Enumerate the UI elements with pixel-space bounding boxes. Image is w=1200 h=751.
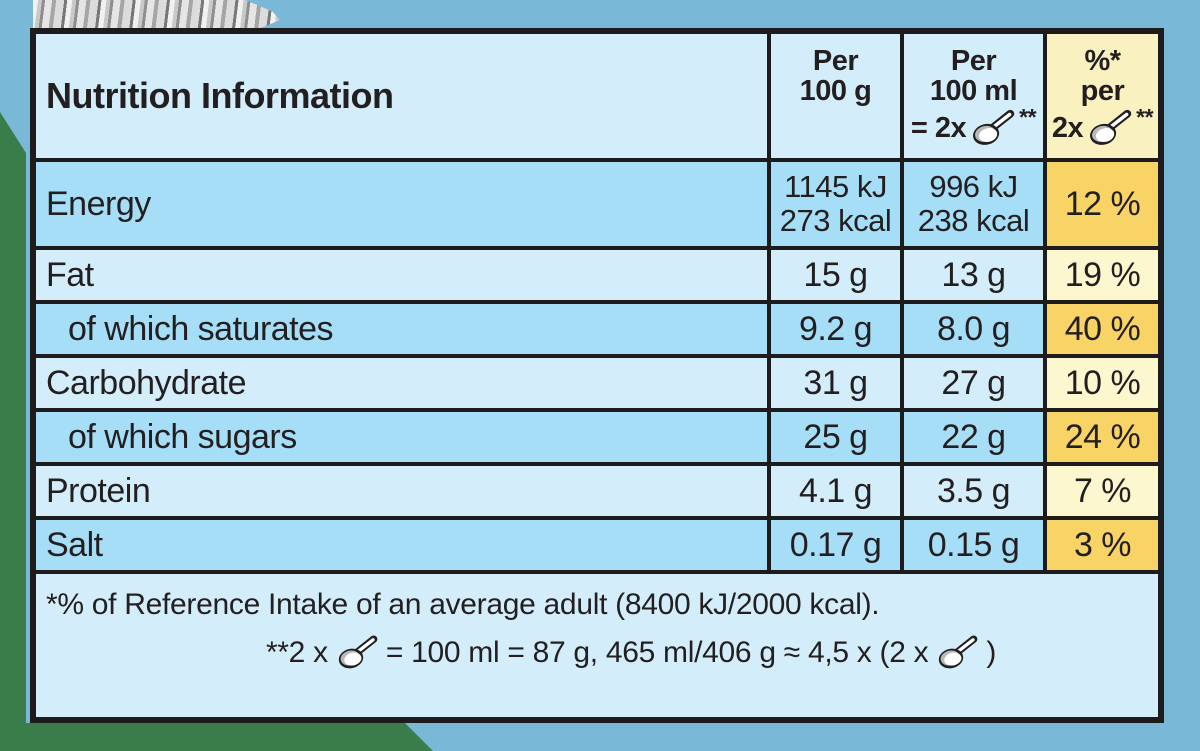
product-photo-fragment	[33, 0, 280, 29]
salt-percent: 3 %	[1047, 520, 1158, 570]
value-line: 10 %	[1064, 364, 1141, 402]
header-line: 100 ml	[929, 75, 1018, 108]
sugars-per-100g: 25 g	[771, 412, 900, 462]
saturates-per-100g: 9.2 g	[771, 304, 900, 354]
table-title: Nutrition Information	[36, 34, 767, 158]
fat-percent: 19 %	[1047, 250, 1158, 300]
value-line: 273 kcal	[779, 203, 892, 238]
spoon-equivalence-footnote: **2 x = 100 ml = 87 g, 465 ml/406 g ≈ 4,…	[116, 634, 1146, 671]
equiv-part1: **2 x	[265, 635, 328, 669]
equiv-prefix: = 2x	[910, 112, 967, 145]
value-line: 9.2 g	[798, 310, 873, 348]
value-line: 22 g	[941, 418, 1006, 456]
header-line: %*	[1084, 45, 1121, 77]
nutrient-label-carbohydrate: Carbohydrate	[36, 358, 767, 408]
value-line: 996 kJ	[929, 168, 1018, 204]
header-line: Per	[812, 45, 859, 77]
spoon-equivalence: = 2x **	[910, 104, 1037, 148]
measuring-spoon-icon	[1090, 110, 1132, 146]
column-header-percent: %* per 2x **	[1047, 34, 1158, 158]
nutrient-label-salt: Salt	[36, 520, 767, 570]
equiv-part2: = 100 ml = 87 g, 465 ml/406 g ≈ 4,5 x (2…	[385, 635, 929, 669]
salt-per-100g: 0.17 g	[771, 520, 900, 570]
nutrient-label-fat: Fat	[36, 250, 767, 300]
nutrition-information-table: Nutrition Information Per 100 g Per 100 …	[30, 28, 1164, 723]
column-header-per-100ml: Per 100 ml = 2x **	[904, 34, 1043, 158]
sugars-percent: 24 %	[1047, 412, 1158, 462]
value-line: 7 %	[1073, 472, 1132, 510]
value-line: 15 g	[803, 256, 868, 294]
salt-per-100ml: 0.15 g	[904, 520, 1043, 570]
column-header-per-100g: Per 100 g	[771, 34, 900, 158]
nutrient-label-protein: Protein	[36, 466, 767, 516]
protein-per-100ml: 3.5 g	[904, 466, 1043, 516]
value-line: 1145 kJ	[784, 168, 887, 204]
carbohydrate-percent: 10 %	[1047, 358, 1158, 408]
double-asterisk: **	[1019, 104, 1037, 131]
value-line: 13 g	[941, 256, 1006, 294]
fat-per-100ml: 13 g	[904, 250, 1043, 300]
value-line: 31 g	[803, 364, 868, 402]
header-line: 100 g	[799, 75, 872, 108]
measuring-spoon-icon	[338, 635, 378, 669]
value-line: 12 %	[1064, 185, 1141, 223]
carbohydrate-per-100g: 31 g	[771, 358, 900, 408]
protein-percent: 7 %	[1047, 466, 1158, 516]
value-line: 0.15 g	[927, 526, 1020, 564]
value-line: 40 %	[1064, 310, 1141, 348]
spoon-equivalence: 2x **	[1051, 104, 1154, 148]
footnotes: *% of Reference Intake of an average adu…	[36, 574, 1158, 717]
value-line: 27 g	[941, 364, 1006, 402]
equiv-part3: )	[986, 635, 997, 669]
energy-per-100g: 1145 kJ 273 kcal	[771, 162, 900, 246]
value-line: 8.0 g	[936, 310, 1011, 348]
carbohydrate-per-100ml: 27 g	[904, 358, 1043, 408]
energy-percent: 12 %	[1047, 162, 1158, 246]
reference-intake-footnote: *% of Reference Intake of an average adu…	[46, 588, 880, 621]
saturates-percent: 40 %	[1047, 304, 1158, 354]
fat-per-100g: 15 g	[771, 250, 900, 300]
nutrient-label-sugars: of which sugars	[36, 412, 767, 462]
value-line: 3.5 g	[936, 472, 1011, 510]
saturates-per-100ml: 8.0 g	[904, 304, 1043, 354]
value-line: 4.1 g	[798, 472, 873, 510]
protein-per-100g: 4.1 g	[771, 466, 900, 516]
double-asterisk: **	[1136, 104, 1154, 131]
value-line: 3 %	[1073, 526, 1132, 564]
measuring-spoon-icon	[973, 110, 1015, 146]
value-line: 19 %	[1064, 256, 1141, 294]
nutrient-label-energy: Energy	[36, 162, 767, 246]
nutrient-label-saturates: of which saturates	[36, 304, 767, 354]
value-line: 238 kcal	[917, 203, 1030, 238]
sugars-per-100ml: 22 g	[904, 412, 1043, 462]
value-line: 24 %	[1064, 418, 1141, 456]
measuring-spoon-icon	[939, 635, 978, 669]
header-line: per	[1080, 75, 1125, 108]
value-line: 25 g	[803, 418, 868, 456]
equiv-prefix: 2x	[1051, 112, 1084, 145]
header-line: Per	[950, 45, 997, 77]
energy-per-100ml: 996 kJ 238 kcal	[904, 162, 1043, 246]
value-line: 0.17 g	[789, 526, 882, 564]
